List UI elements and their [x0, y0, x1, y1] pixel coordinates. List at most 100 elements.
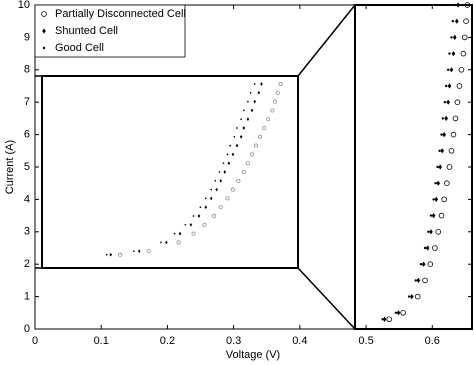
data-point [446, 99, 450, 105]
inset-point [165, 240, 168, 245]
data-point [464, 2, 471, 8]
inset-point [226, 153, 229, 156]
data-point [416, 277, 421, 283]
inset-point [229, 144, 232, 147]
data-point [463, 18, 469, 25]
inset-point [257, 90, 261, 95]
data-point [432, 245, 438, 251]
data-point [436, 165, 439, 169]
x-tick-label: 0.2 [160, 335, 175, 347]
legend-label: Good Cell [55, 42, 104, 54]
data-point [454, 18, 459, 24]
data-point [442, 132, 447, 138]
data-point [450, 131, 457, 138]
inset-point [118, 252, 123, 257]
inset-point [137, 249, 141, 254]
inset-point [219, 178, 223, 183]
inset-point [223, 170, 227, 174]
data-point [438, 149, 441, 152]
inset-point [214, 179, 217, 182]
data-point [440, 148, 445, 154]
y-axis-label: Current (A) [4, 140, 16, 194]
y-tick-label: 10 [18, 0, 30, 11]
inset-point [218, 171, 221, 173]
data-point [452, 115, 459, 122]
data-point [441, 196, 447, 203]
inset-point [246, 117, 250, 122]
x-tick-label: 0.6 [425, 335, 440, 347]
data-point [429, 229, 433, 235]
data-point [452, 34, 457, 40]
legend-label: Partially Disconnected Cell [55, 8, 186, 20]
inset-point [233, 135, 236, 138]
inset-point [258, 134, 263, 139]
y-tick-label: 4 [24, 193, 30, 205]
inset-point [275, 90, 280, 95]
data-point [386, 316, 393, 323]
legend-marker [41, 11, 47, 17]
inset-point [278, 81, 283, 87]
data-point [414, 279, 417, 282]
data-point [423, 246, 427, 250]
inset-point [266, 117, 271, 122]
x-tick-label: 0.4 [292, 335, 307, 347]
inset-point [236, 127, 238, 129]
legend-box [34, 4, 186, 58]
data-point [444, 180, 450, 187]
inset-point [242, 109, 245, 112]
data-point [421, 261, 426, 267]
inset-point [215, 187, 218, 192]
data-point [444, 115, 448, 121]
data-point [438, 164, 443, 170]
inset-point [204, 197, 207, 200]
inset-point [240, 118, 242, 121]
data-point [458, 67, 465, 73]
inset-point [245, 161, 250, 166]
data-point [453, 3, 456, 7]
data-point [461, 34, 468, 41]
inset-point [225, 196, 230, 201]
data-point [443, 101, 447, 104]
legend-label: Shunted Cell [55, 25, 118, 37]
inset-point [235, 143, 239, 148]
x-axis-label: Voltage (V) [226, 349, 280, 361]
x-tick-label: 0.3 [226, 335, 241, 347]
data-point [432, 198, 435, 201]
data-point [429, 214, 433, 217]
y-tick-label: 0 [24, 323, 30, 335]
data-point [451, 51, 456, 57]
inset-point [160, 241, 162, 244]
data-point [422, 277, 428, 284]
inset-point [178, 231, 182, 236]
x-tick-label: 0.1 [94, 335, 109, 347]
inset-point [241, 169, 246, 175]
data-point [456, 83, 463, 89]
data-point [447, 83, 452, 89]
inset-point [262, 125, 267, 131]
legend-marker [42, 46, 46, 50]
data-point [394, 311, 398, 314]
inset-point [146, 249, 151, 254]
inset-point [260, 82, 263, 86]
inset-point [132, 250, 135, 253]
inset-point [239, 134, 243, 139]
data-point [409, 294, 414, 300]
data-point [448, 52, 451, 55]
inset-point [231, 152, 235, 157]
inset-point [191, 231, 196, 236]
inset-point [253, 99, 256, 104]
y-tick-label: 1 [24, 291, 30, 303]
data-point [448, 148, 455, 154]
data-point [425, 245, 430, 251]
inset-point [199, 206, 202, 209]
inset-frame [41, 75, 299, 269]
y-tick-label: 2 [24, 258, 30, 270]
zoom-window [354, 4, 473, 330]
inset-point [242, 126, 246, 130]
y-tick-label: 5 [24, 161, 30, 173]
data-point [460, 50, 467, 57]
data-point [435, 229, 442, 235]
inset-point [184, 223, 187, 226]
data-point [427, 261, 434, 268]
